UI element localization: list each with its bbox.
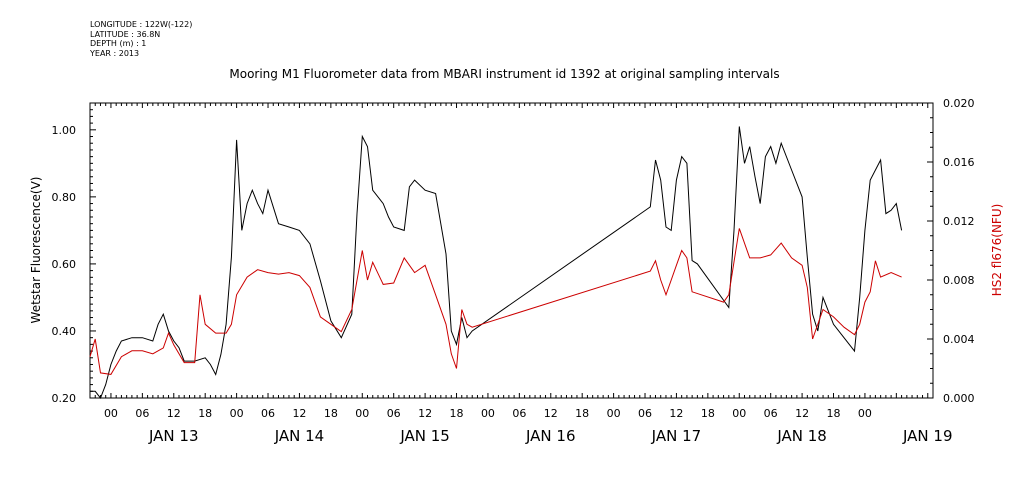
y-left-tick-label: 0.80 [52, 191, 77, 204]
x-hour-tick-label: 12 [292, 407, 306, 420]
x-day-label: JAN 16 [525, 427, 576, 445]
y-right-tick-label: 0.016 [943, 156, 975, 169]
x-hour-tick-label: 00 [481, 407, 495, 420]
x-hour-tick-label: 00 [104, 407, 118, 420]
x-hour-tick-label: 18 [827, 407, 841, 420]
x-day-label: JAN 17 [651, 427, 702, 445]
x-hour-tick-label: 12 [795, 407, 809, 420]
y-right-tick-label: 0.020 [943, 97, 975, 110]
y-right-tick-label: 0.008 [943, 274, 975, 287]
x-hour-tick-label: 06 [512, 407, 526, 420]
metadata-block: LONGITUDE : 122W(-122) LATITUDE : 36.8N … [90, 20, 192, 58]
y-left-tick-label: 1.00 [52, 124, 77, 137]
x-day-label: JAN 15 [399, 427, 450, 445]
longitude-label: LONGITUDE : 122W(-122) [90, 20, 193, 29]
x-hour-tick-label: 12 [418, 407, 432, 420]
x-hour-tick-label: 00 [230, 407, 244, 420]
x-hour-tick-label: 12 [669, 407, 683, 420]
x-hour-tick-label: 06 [638, 407, 652, 420]
y-left-tick-label: 0.20 [52, 392, 77, 405]
y-left-tick-label: 0.40 [52, 325, 77, 338]
series-layer [89, 126, 903, 399]
x-hour-tick-label: 00 [858, 407, 872, 420]
x-hour-tick-label: 18 [324, 407, 338, 420]
x-hour-tick-label: 06 [764, 407, 778, 420]
x-hour-tick-label: 18 [198, 407, 212, 420]
x-hour-tick-label: 18 [701, 407, 715, 420]
x-hour-tick-label: 00 [355, 407, 369, 420]
x-hour-tick-label: 18 [575, 407, 589, 420]
x-day-label: JAN 18 [776, 427, 827, 445]
x-day-label: JAN 14 [274, 427, 325, 445]
x-hour-tick-label: 00 [732, 407, 746, 420]
x-day-label: JAN 13 [148, 427, 199, 445]
chart-title: Mooring M1 Fluorometer data from MBARI i… [229, 67, 780, 81]
y-right-tick-label: 0.000 [943, 392, 975, 405]
y-left-tick-label: 0.60 [52, 258, 77, 271]
x-hour-tick-label: 06 [135, 407, 149, 420]
y-right-tick-label: 0.004 [943, 333, 975, 346]
y-right-tick-label: 0.012 [943, 215, 975, 228]
series-hs2-line [89, 228, 902, 375]
x-day-label: JAN 19 [902, 427, 953, 445]
depth-label: DEPTH (m) : 1 [90, 39, 147, 48]
year-label: YEAR : 2013 [90, 48, 140, 58]
x-hour-tick-label: 00 [607, 407, 621, 420]
x-hour-tick-label: 06 [261, 407, 275, 420]
x-hour-tick-label: 12 [167, 407, 181, 420]
y-axis-label-left: Wetstar Fluorescence(V) [29, 177, 43, 324]
x-hour-tick-label: 06 [387, 407, 401, 420]
x-hour-tick-label: 12 [544, 407, 558, 420]
y-axis-label-right: HS2 fl676(NFU) [990, 204, 1004, 297]
axis-ticks: 00 06 12 18 00 06 12 18 00 06 12 18 00 06 12 18 00 06 12 18… [52, 97, 975, 445]
series-wetstar-line [90, 126, 903, 399]
latitude-label: LATITUDE : 36.8N [90, 29, 161, 39]
x-hour-tick-label: 18 [450, 407, 464, 420]
